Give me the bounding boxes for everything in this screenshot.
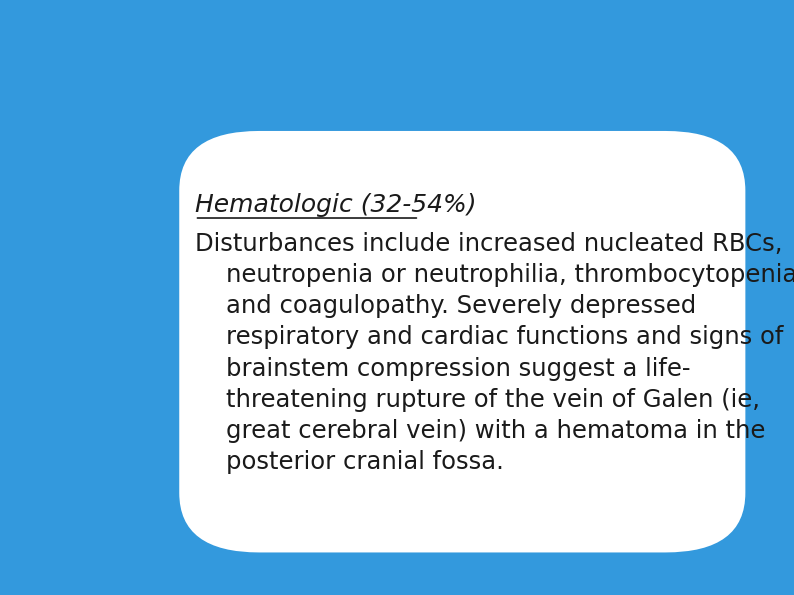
FancyBboxPatch shape xyxy=(179,131,746,552)
Text: Disturbances include increased nucleated RBCs,
    neutropenia or neutrophilia, : Disturbances include increased nucleated… xyxy=(195,231,794,474)
Text: Hematologic (32-54%): Hematologic (32-54%) xyxy=(195,193,476,217)
